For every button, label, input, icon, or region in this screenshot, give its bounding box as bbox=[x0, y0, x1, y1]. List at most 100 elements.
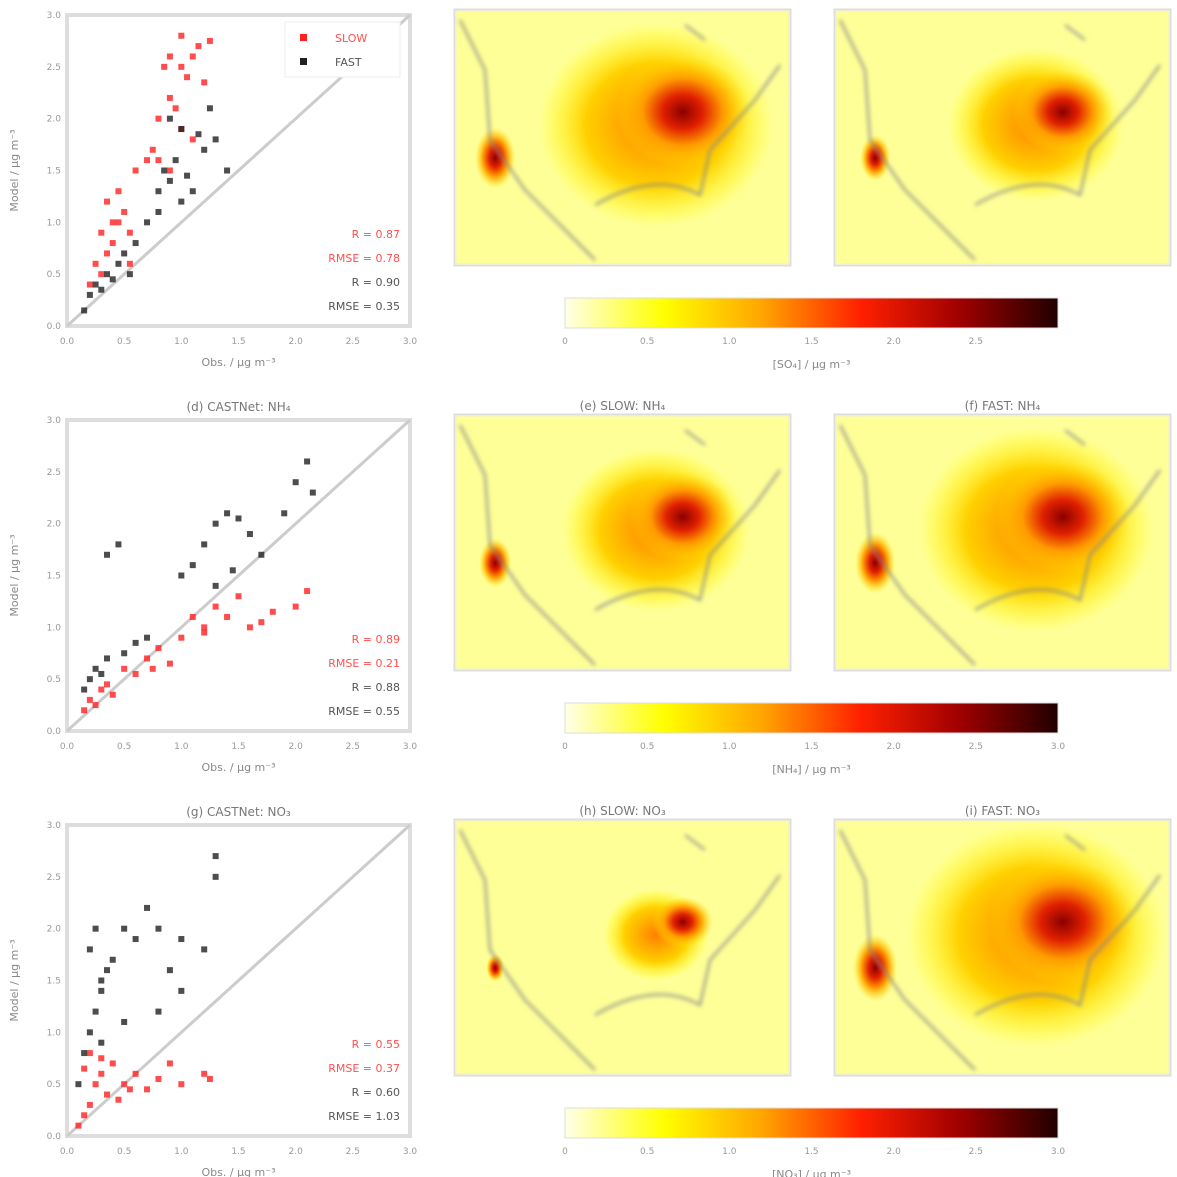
data-point-slow bbox=[132, 167, 139, 174]
data-point-slow bbox=[166, 94, 173, 101]
data-point-fast bbox=[98, 987, 105, 994]
data-point-fast bbox=[309, 489, 316, 496]
data-point-slow bbox=[246, 624, 253, 631]
data-point-fast bbox=[178, 987, 185, 994]
data-point-slow bbox=[81, 707, 88, 714]
colorbar-tick: 3.0 bbox=[1051, 1147, 1066, 1157]
stat-label: R = 0.87 bbox=[352, 228, 400, 241]
x-tick-label: 2.0 bbox=[289, 1147, 304, 1157]
y-tick-label: 2.0 bbox=[47, 925, 62, 935]
data-point-slow bbox=[115, 1096, 122, 1103]
map-slow-row1 bbox=[453, 8, 792, 267]
x-axis-label: Obs. / µg m⁻³ bbox=[202, 1166, 276, 1177]
data-point-slow bbox=[149, 146, 156, 153]
x-tick-label: 3.0 bbox=[403, 337, 418, 347]
colorbar-tick: 0 bbox=[562, 742, 568, 752]
data-point-slow bbox=[86, 1050, 93, 1057]
concentration-hotspot bbox=[486, 954, 505, 982]
x-tick-label: 2.5 bbox=[346, 1147, 360, 1157]
colorbar-tick: 1.5 bbox=[804, 337, 818, 347]
colorbar-tick: 0.5 bbox=[640, 337, 654, 347]
data-point-fast bbox=[172, 157, 179, 164]
y-tick-label: 3.0 bbox=[47, 416, 62, 426]
concentration-hotspot bbox=[853, 934, 898, 1002]
data-point-slow bbox=[92, 702, 99, 709]
data-point-slow bbox=[201, 624, 208, 631]
y-tick-label: 1.5 bbox=[47, 167, 61, 177]
data-point-slow bbox=[126, 229, 133, 236]
x-tick-label: 1.5 bbox=[231, 742, 245, 752]
x-tick-label: 0.5 bbox=[117, 1147, 131, 1157]
y-tick-label: 1.0 bbox=[47, 623, 62, 633]
data-point-fast bbox=[206, 105, 213, 112]
stat-label: R = 0.89 bbox=[352, 633, 400, 646]
colorbar-tick: 1.5 bbox=[804, 742, 818, 752]
data-point-fast bbox=[121, 650, 128, 657]
data-point-fast bbox=[104, 551, 111, 558]
y-tick-label: 0.0 bbox=[47, 1132, 62, 1142]
data-point-slow bbox=[98, 686, 105, 693]
data-point-slow bbox=[166, 53, 173, 60]
data-point-fast bbox=[195, 131, 202, 138]
data-point-fast bbox=[104, 967, 111, 974]
x-tick-label: 2.0 bbox=[289, 742, 304, 752]
data-point-fast bbox=[212, 520, 219, 527]
data-point-fast bbox=[246, 531, 253, 538]
data-point-slow bbox=[109, 240, 116, 247]
data-point-fast bbox=[229, 567, 236, 574]
x-tick-label: 1.0 bbox=[174, 1147, 189, 1157]
data-point-fast bbox=[92, 281, 99, 288]
data-point-slow bbox=[98, 229, 105, 236]
data-point-fast bbox=[178, 936, 185, 943]
colorbar-tick: 1.0 bbox=[722, 742, 737, 752]
y-tick-label: 1.0 bbox=[47, 218, 62, 228]
data-point-slow bbox=[132, 670, 139, 677]
data-point-fast bbox=[109, 276, 116, 283]
data-point-slow bbox=[149, 665, 156, 672]
data-point-fast bbox=[92, 665, 99, 672]
concentration-hotspot bbox=[1012, 69, 1114, 155]
data-point-fast bbox=[166, 967, 173, 974]
coastline bbox=[839, 19, 1161, 261]
data-point-slow bbox=[212, 603, 219, 610]
data-point-fast bbox=[235, 515, 242, 522]
data-point-fast bbox=[121, 1018, 128, 1025]
data-point-fast bbox=[201, 541, 208, 548]
data-point-fast bbox=[132, 936, 139, 943]
y-axis-label: Model / µg m⁻³ bbox=[8, 129, 21, 211]
data-point-fast bbox=[115, 541, 122, 548]
data-point-fast bbox=[132, 639, 139, 646]
data-point-fast bbox=[201, 146, 208, 153]
scatter-panel-g: (g) CASTNet: NO₃ 0.0 0.0 0.5 0.5 1.0 1.0 1.5 1.5… bbox=[8, 805, 417, 1177]
data-point-slow bbox=[258, 619, 265, 626]
data-point-fast bbox=[86, 946, 93, 953]
coastline bbox=[459, 829, 781, 1071]
data-point-slow bbox=[109, 691, 116, 698]
data-point-fast bbox=[224, 167, 231, 174]
one-to-one-line bbox=[65, 418, 412, 733]
concentration-hotspot bbox=[652, 896, 713, 948]
data-point-slow bbox=[121, 665, 128, 672]
data-point-slow bbox=[144, 157, 151, 164]
data-point-slow bbox=[109, 219, 116, 226]
data-point-slow bbox=[104, 681, 111, 688]
data-point-slow bbox=[201, 1070, 208, 1077]
panel-title: (g) CASTNet: NO₃ bbox=[186, 805, 291, 819]
data-point-slow bbox=[75, 1122, 82, 1129]
concentration-hotspot bbox=[860, 134, 891, 181]
x-tick-label: 1.5 bbox=[231, 1147, 245, 1157]
colorbar-tick: 2.5 bbox=[969, 337, 983, 347]
data-point-slow bbox=[201, 79, 208, 86]
data-point-slow bbox=[104, 198, 111, 205]
data-point-slow bbox=[155, 1075, 162, 1082]
data-point-slow bbox=[206, 1075, 213, 1082]
stat-label: R = 0.60 bbox=[352, 1086, 400, 1099]
data-point-slow bbox=[104, 1091, 111, 1098]
data-point-fast bbox=[155, 1008, 162, 1015]
colorbar-tick: 2.5 bbox=[969, 742, 983, 752]
data-point-slow bbox=[98, 1055, 105, 1062]
data-point-slow bbox=[189, 53, 196, 60]
colorbar-tick: 3.0 bbox=[1051, 742, 1066, 752]
y-tick-label: 0.0 bbox=[47, 322, 62, 332]
colorbar-3: 0 0.5 1.0 1.5 2.0 2.5 3.0 [NO₃] / µg m⁻³ bbox=[562, 1107, 1066, 1177]
